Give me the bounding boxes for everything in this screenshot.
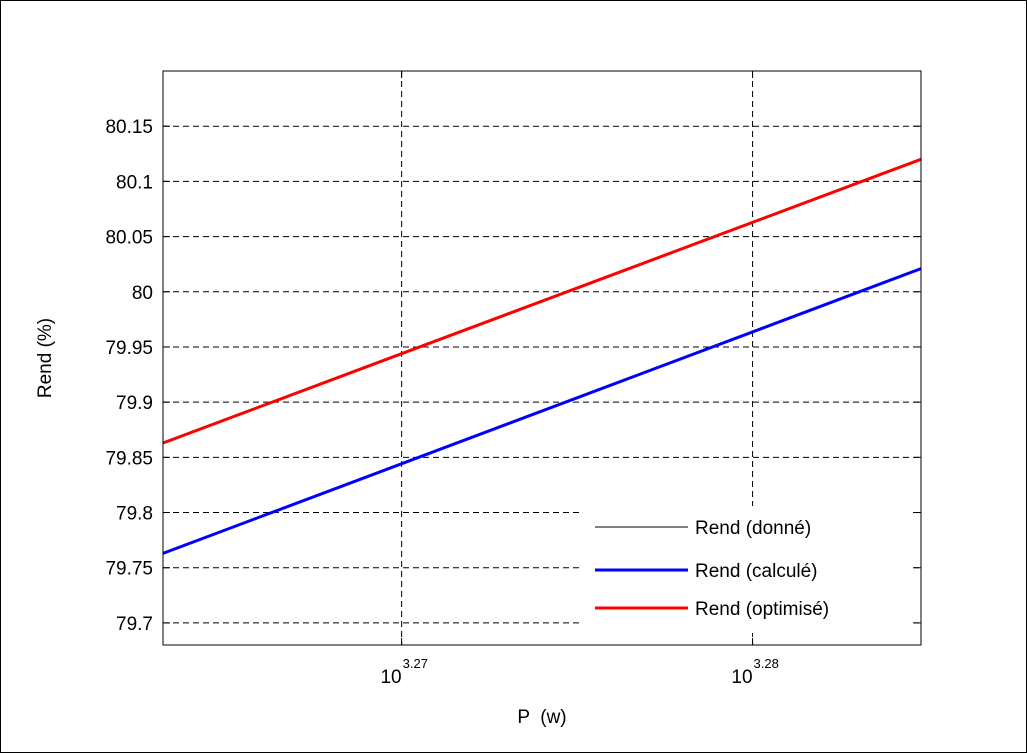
y-tick-label: 79.7	[116, 614, 153, 635]
x-tick-label: 10	[380, 667, 401, 688]
y-tick-label: 79.95	[105, 338, 153, 359]
legend-label: Rend (calculé)	[695, 561, 818, 582]
x-axis-label: P (w)	[517, 707, 566, 728]
legend-label: Rend (donné)	[695, 518, 811, 539]
x-tick-exponent: 3.28	[754, 656, 779, 671]
y-tick-label: 79.75	[105, 559, 153, 580]
y-tick-label: 79.9	[116, 393, 153, 414]
y-tick-label: 80	[132, 283, 153, 304]
y-tick-label: 79.8	[116, 504, 153, 525]
y-tick-label: 80.15	[105, 117, 153, 138]
x-tick-exponent: 3.27	[403, 656, 428, 671]
x-tick-label: 10	[731, 667, 752, 688]
plot-area	[162, 70, 922, 646]
axis-ticks: 79.7 79.75 79.8 79.85 79.9 79.95 80 80.05 80.1 80…	[105, 71, 921, 688]
series-lines	[162, 157, 922, 555]
y-tick-label: 80.05	[105, 228, 153, 249]
legend: Rend (donné) Rend (calculé) Rend (optimisé…	[582, 506, 910, 633]
y-tick-label: 79.85	[105, 448, 153, 469]
legend-label: Rend (optimisé)	[695, 599, 829, 620]
y-axis-label: Rend (%)	[35, 318, 56, 398]
y-tick-label: 80.1	[116, 172, 153, 193]
series-line	[162, 267, 922, 555]
series-line	[162, 157, 922, 445]
